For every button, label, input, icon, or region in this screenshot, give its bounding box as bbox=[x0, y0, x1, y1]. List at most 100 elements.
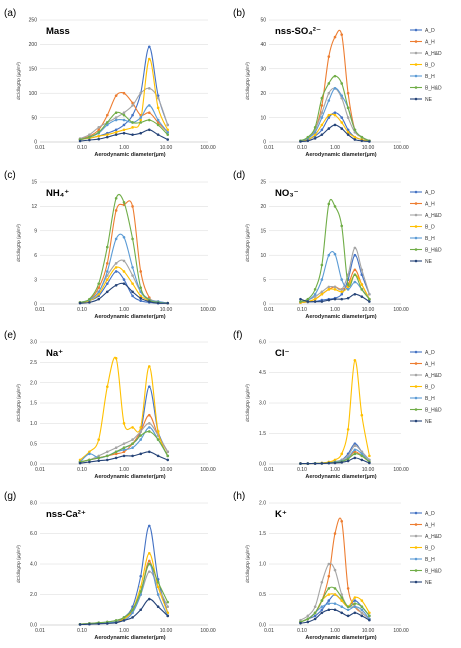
data-point bbox=[97, 134, 101, 138]
data-point bbox=[306, 462, 310, 465]
legend-marker bbox=[414, 523, 418, 526]
data-point bbox=[368, 618, 371, 622]
data-point bbox=[333, 252, 337, 256]
data-point bbox=[368, 614, 371, 618]
data-point bbox=[166, 138, 170, 141]
data-point bbox=[122, 454, 126, 458]
data-point bbox=[306, 300, 310, 303]
data-point bbox=[340, 82, 344, 85]
legend-label: NE bbox=[425, 580, 433, 586]
data-point bbox=[105, 245, 109, 249]
legend-marker bbox=[414, 396, 418, 400]
data-point bbox=[105, 282, 109, 285]
data-point bbox=[139, 426, 143, 429]
y-tick-label: 12 bbox=[31, 204, 37, 210]
data-point bbox=[114, 450, 118, 454]
data-point bbox=[340, 290, 344, 294]
x-tick-label: 0.10 bbox=[77, 628, 87, 634]
data-point bbox=[114, 619, 118, 622]
data-point bbox=[327, 113, 331, 117]
data-point bbox=[156, 106, 160, 110]
data-point bbox=[360, 413, 364, 417]
chart-title: Mass bbox=[46, 26, 70, 37]
data-point bbox=[353, 596, 357, 599]
x-tick-label: 10.00 bbox=[362, 467, 375, 473]
data-point bbox=[114, 130, 118, 134]
data-point bbox=[340, 127, 344, 130]
data-point bbox=[105, 278, 109, 281]
y-tick-label: 6.0 bbox=[30, 531, 37, 537]
data-point bbox=[333, 111, 337, 115]
data-point bbox=[105, 121, 109, 124]
data-point bbox=[320, 128, 324, 132]
data-point bbox=[78, 139, 82, 143]
data-point bbox=[105, 450, 109, 454]
x-tick-label: 0.01 bbox=[264, 307, 274, 313]
data-point bbox=[320, 292, 324, 296]
panel-label: (g) bbox=[4, 491, 16, 502]
x-axis-label: Aerodynamic diameter(μm) bbox=[94, 152, 165, 158]
chart-title: Cl⁻ bbox=[275, 348, 290, 359]
y-tick-label: 15 bbox=[260, 229, 266, 235]
x-tick-label: 0.10 bbox=[297, 467, 307, 473]
data-point bbox=[97, 126, 101, 129]
data-point bbox=[333, 285, 337, 289]
y-tick-label: 10 bbox=[260, 115, 266, 121]
data-point bbox=[139, 121, 143, 124]
series-line-A_H&D bbox=[300, 247, 370, 303]
data-point bbox=[313, 297, 317, 301]
data-point bbox=[156, 581, 160, 584]
data-point bbox=[147, 104, 151, 107]
data-point bbox=[360, 614, 364, 618]
data-point bbox=[97, 128, 101, 132]
data-point bbox=[131, 438, 134, 441]
y-axis-label: dC/dlogDp (μg/m³) bbox=[16, 384, 21, 422]
x-tick-label: 10.00 bbox=[362, 145, 375, 151]
legend-label: A_H bbox=[425, 201, 435, 207]
data-point bbox=[313, 133, 317, 136]
y-axis-label: dC/dlogDp (μg/m³) bbox=[16, 224, 21, 262]
data-point bbox=[327, 253, 331, 257]
legend-marker bbox=[414, 362, 418, 365]
data-point bbox=[333, 113, 337, 117]
y-tick-label: 25 bbox=[260, 180, 266, 186]
data-point bbox=[131, 446, 134, 450]
data-point bbox=[131, 426, 134, 429]
legend-marker bbox=[414, 580, 418, 584]
x-tick-label: 0.10 bbox=[77, 145, 87, 151]
data-point bbox=[166, 123, 170, 127]
legend-marker bbox=[414, 190, 418, 194]
data-point bbox=[122, 448, 126, 452]
data-point bbox=[88, 133, 91, 136]
data-point bbox=[88, 458, 91, 462]
data-point bbox=[353, 135, 357, 139]
x-axis-label: Aerodynamic diameter(μm) bbox=[305, 474, 376, 480]
legend-label: B_D bbox=[425, 224, 435, 230]
data-point bbox=[320, 300, 324, 303]
data-point bbox=[139, 299, 143, 303]
x-tick-label: 100.00 bbox=[200, 307, 216, 313]
data-point bbox=[340, 94, 344, 97]
y-tick-label: 0.0 bbox=[30, 462, 37, 468]
data-point bbox=[156, 605, 160, 608]
data-point bbox=[333, 205, 337, 208]
chart-title: nss-SO₄²⁻ bbox=[275, 26, 321, 37]
x-axis-label: Aerodynamic diameter(μm) bbox=[94, 474, 165, 480]
y-tick-label: 10 bbox=[260, 253, 266, 259]
x-axis-label: Aerodynamic diameter(μm) bbox=[305, 314, 376, 320]
y-tick-label: 3 bbox=[34, 277, 37, 283]
legend-label: A_H bbox=[425, 39, 435, 45]
data-point bbox=[320, 599, 324, 602]
legend-label: B_H&D bbox=[425, 85, 442, 91]
data-point bbox=[105, 135, 109, 139]
data-point bbox=[139, 294, 143, 298]
y-tick-label: 0.5 bbox=[30, 441, 37, 447]
panel-label: (d) bbox=[233, 170, 245, 181]
legend-marker bbox=[414, 28, 418, 32]
data-point bbox=[340, 288, 344, 291]
data-point bbox=[360, 135, 364, 139]
legend-marker bbox=[414, 213, 418, 217]
data-point bbox=[313, 614, 317, 618]
y-tick-label: 2.0 bbox=[30, 380, 37, 386]
data-point bbox=[320, 111, 324, 115]
